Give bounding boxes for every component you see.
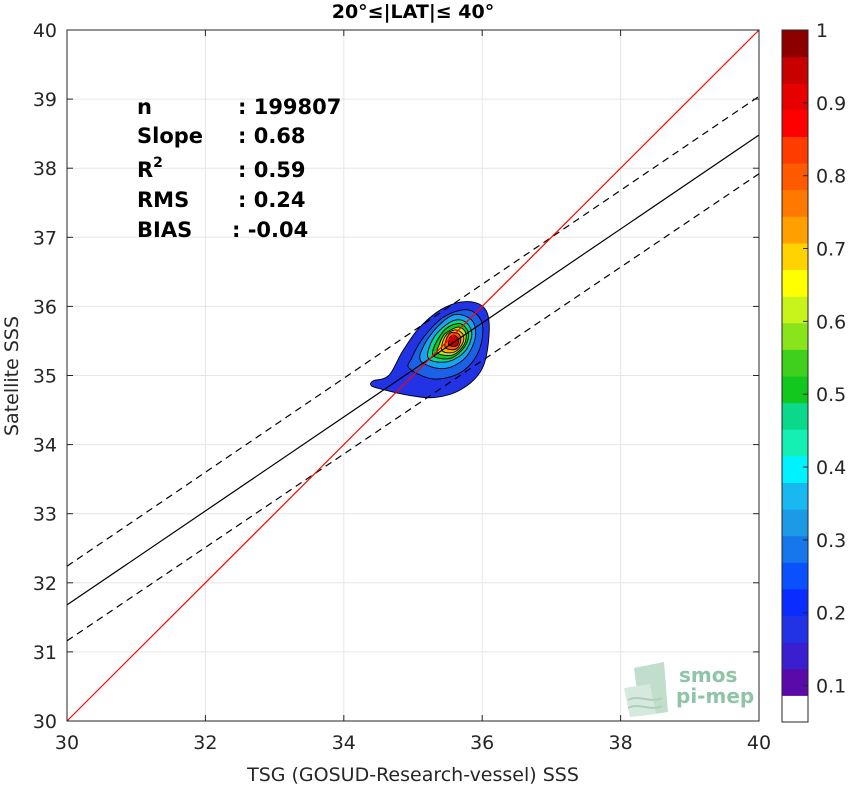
y-tick-label-3: 33 (33, 504, 57, 526)
y-tick-label-8: 38 (33, 158, 57, 180)
stat-label-4: BIAS (137, 218, 192, 242)
x-tick-label-5: 40 (747, 732, 771, 754)
y-axis-label: Satellite SSS (1, 316, 23, 436)
stat-sup-2: 2 (153, 155, 163, 171)
stat-label-1: Slope (137, 124, 203, 148)
colorbar-tick-label-9: 1 (816, 20, 828, 42)
colorbar-band-1 (782, 668, 808, 696)
stat-value-4: : -0.04 (232, 218, 308, 242)
colorbar-tick-label-4: 0.5 (816, 384, 846, 406)
fit-lower-dashed-line (66, 173, 760, 642)
colorbar-tick-label-6: 0.7 (816, 239, 846, 261)
colorbar-band-13 (782, 349, 808, 377)
regression-lines (66, 29, 760, 722)
y-tick-label-1: 31 (33, 642, 57, 664)
colorbar-tick-label-7: 0.8 (816, 166, 846, 188)
colorbar-band-0 (782, 695, 808, 723)
stat-value-3: : 0.24 (238, 188, 306, 212)
colorbar-tick-label-1: 0.2 (816, 603, 846, 625)
colorbar-band-19 (782, 189, 808, 217)
colorbar-band-22 (782, 109, 808, 137)
colorbar: 0.1 0.2 0.3 0.4 0.5 0.6 0.7 0.8 0.9 1 (781, 20, 846, 723)
y-axis-ticks: 30 31 32 33 34 35 36 37 38 39 40 (33, 20, 759, 733)
colorbar-tick-label-3: 0.4 (816, 457, 846, 479)
colorbar-tick-label-2: 0.3 (816, 530, 846, 552)
colorbar-band-14 (782, 322, 808, 350)
watermark-line-2: pi-mep (676, 684, 754, 708)
colorbar-band-4 (782, 588, 808, 617)
x-axis-label: TSG (GOSUD-Research-vessel) SSS (246, 764, 579, 786)
x-tick-label-0: 30 (55, 732, 79, 754)
colorbar-band-7 (782, 509, 808, 537)
colorbar-band-2 (782, 642, 808, 670)
colorbar-tick-label-8: 0.9 (816, 93, 846, 115)
colorbar-band-12 (782, 376, 808, 404)
smos-pimep-watermark: smos pi-mep (624, 662, 754, 717)
colorbar-band-5 (782, 562, 808, 590)
stat-label-3: RMS (137, 188, 189, 212)
colorbar-tick-label-5: 0.6 (816, 311, 846, 333)
y-tick-label-5: 35 (33, 366, 57, 388)
fit-upper-dashed-line (66, 95, 760, 567)
fit-line (66, 134, 760, 606)
stat-label-2: R2 (137, 155, 163, 182)
y-tick-label-10: 40 (33, 20, 57, 42)
colorbar-band-21 (782, 136, 808, 164)
y-tick-label-7: 37 (33, 227, 57, 249)
y-tick-label-2: 32 (33, 573, 57, 595)
y-tick-label-0: 30 (33, 711, 57, 733)
stat-value-0: : 199807 (238, 95, 341, 119)
density-contours (370, 301, 490, 399)
colorbar-band-25 (782, 30, 808, 58)
statistics-box: n : 199807 Slope : 0.68 R2 : 0.59 RMS : 0.24 BIA… (137, 95, 341, 242)
colorbar-band-15 (782, 296, 808, 324)
x-tick-label-3: 36 (470, 732, 494, 754)
colorbar-band-20 (782, 163, 808, 191)
stat-value-1: : 0.68 (238, 124, 306, 148)
colorbar-band-17 (782, 242, 808, 271)
y-tick-label-4: 34 (33, 435, 57, 457)
smos-logo-icon (624, 662, 668, 717)
colorbar-band-23 (782, 83, 808, 111)
colorbar-band-8 (782, 482, 808, 510)
colorbar-band-16 (782, 269, 808, 297)
stat-value-2: : 0.59 (238, 158, 306, 182)
y-tick-label-6: 36 (33, 296, 57, 318)
colorbar-band-9 (782, 455, 808, 483)
colorbar-band-24 (782, 56, 808, 84)
x-tick-label-4: 38 (609, 732, 633, 754)
x-axis-ticks: 30 32 34 36 38 40 (55, 30, 771, 754)
colorbar-band-18 (782, 216, 808, 244)
colorbar-band-11 (782, 402, 808, 430)
identity-line (66, 29, 760, 722)
colorbar-band-10 (782, 429, 808, 457)
colorbar-band-3 (782, 615, 808, 643)
x-tick-label-2: 34 (332, 732, 356, 754)
stat-label-0: n (137, 95, 152, 119)
x-tick-label-1: 32 (193, 732, 217, 754)
y-tick-label-9: 39 (33, 89, 57, 111)
watermark-line-1: smos (679, 663, 737, 687)
colorbar-tick-label-0: 0.1 (816, 676, 846, 698)
chart-title: 20°≤|LAT|≤ 40° (332, 1, 495, 23)
colorbar-frame (781, 29, 809, 723)
